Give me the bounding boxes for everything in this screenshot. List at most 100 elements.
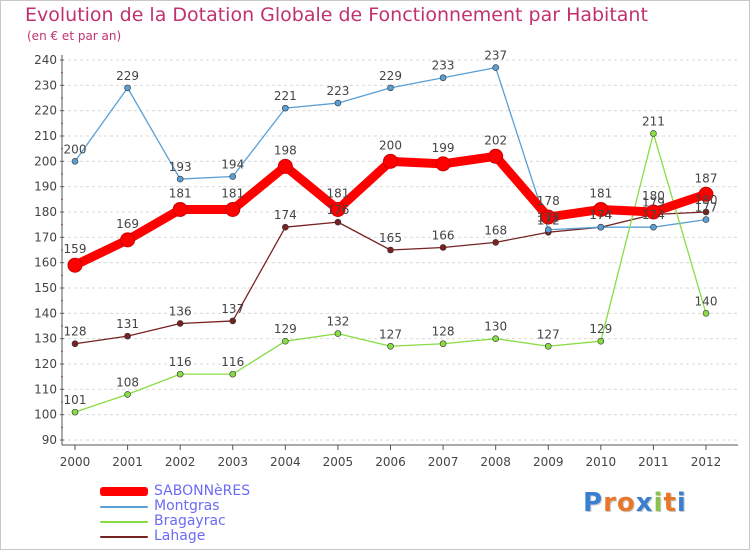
y-tick-label: 210 — [34, 129, 57, 143]
data-point — [439, 340, 447, 348]
data-point — [544, 342, 552, 350]
data-label: 168 — [484, 223, 507, 237]
data-label: 132 — [326, 315, 349, 329]
proxiti-logo: Proxiti — [583, 488, 687, 518]
data-label: 237 — [484, 49, 507, 63]
data-point — [488, 148, 504, 164]
data-label: 127 — [379, 327, 402, 341]
data-point — [225, 201, 241, 217]
data-label: 165 — [379, 231, 402, 245]
data-label: 181 — [589, 186, 612, 200]
data-label: 178 — [537, 194, 560, 208]
x-tick-label: 2007 — [428, 455, 459, 469]
data-label: 199 — [432, 141, 455, 155]
legend-swatch-lahage — [100, 535, 148, 538]
data-label: 202 — [484, 133, 507, 147]
logo-letter: x — [635, 488, 654, 518]
data-label: 193 — [169, 160, 192, 174]
data-point — [439, 244, 447, 251]
data-label: 181 — [326, 186, 349, 200]
data-point — [229, 317, 237, 325]
x-tick-label: 2009 — [533, 455, 564, 469]
data-point — [229, 173, 237, 180]
data-point — [702, 216, 710, 223]
data-label: 129 — [274, 322, 297, 336]
data-point — [176, 370, 184, 378]
data-label: 180 — [642, 189, 665, 203]
data-point — [387, 84, 394, 92]
data-point — [593, 201, 609, 217]
x-tick-label: 2012 — [691, 455, 722, 469]
data-label: 177 — [695, 201, 718, 215]
logo-letter: i — [676, 488, 687, 518]
data-point — [702, 208, 710, 216]
data-label: 187 — [695, 171, 718, 185]
legend-swatch-sabonneres — [100, 487, 148, 496]
legend: SABONNèRES Montgras Bragayrac Lahage — [100, 484, 250, 544]
logo-letter: P — [583, 488, 604, 518]
data-point — [698, 186, 714, 202]
data-label: 128 — [432, 325, 455, 339]
data-point — [387, 246, 394, 254]
data-point — [282, 223, 289, 231]
data-label: 194 — [221, 158, 244, 172]
y-tick-label: 160 — [34, 256, 57, 270]
x-tick-label: 2006 — [375, 455, 406, 469]
data-point — [282, 337, 289, 345]
y-tick-label: 100 — [34, 408, 57, 422]
data-label: 159 — [64, 242, 87, 256]
chart-title: Evolution de la Dotation Globale de Fonc… — [25, 4, 648, 26]
data-label: 172 — [537, 211, 560, 225]
data-label: 172 — [537, 213, 560, 227]
data-point — [282, 104, 289, 112]
logo-letter: i — [653, 488, 664, 518]
y-tick-label: 110 — [34, 382, 57, 396]
data-label: 179 — [642, 196, 665, 210]
data-point — [334, 218, 342, 226]
x-tick-label: 2004 — [270, 455, 301, 469]
data-label: 174 — [642, 208, 665, 222]
data-label: 176 — [326, 203, 349, 217]
x-tick-label: 2003 — [217, 455, 248, 469]
x-tick-label: 2008 — [480, 455, 511, 469]
y-tick-label: 200 — [34, 154, 57, 168]
data-label: 108 — [116, 375, 139, 389]
data-point — [277, 158, 293, 174]
data-label: 233 — [432, 59, 455, 73]
data-point — [124, 84, 131, 92]
logo-letter: o — [616, 488, 636, 518]
data-label: 116 — [169, 355, 192, 369]
data-point — [229, 370, 237, 378]
legend-swatch-montgras — [100, 505, 148, 508]
data-point — [439, 74, 447, 82]
data-label: 174 — [589, 208, 612, 222]
logo-letter: r — [603, 488, 617, 518]
data-label: 180 — [695, 193, 718, 207]
data-point — [597, 337, 605, 345]
x-tick-label: 2005 — [323, 455, 354, 469]
data-label: 174 — [274, 208, 297, 222]
y-tick-label: 180 — [34, 205, 57, 219]
y-tick-label: 130 — [34, 332, 57, 346]
legend-item-lahage: Lahage — [100, 529, 250, 544]
data-label: 229 — [379, 69, 402, 83]
data-point — [435, 156, 451, 172]
data-label: 136 — [169, 304, 192, 318]
data-point — [650, 130, 657, 137]
legend-label-bragayrac: Bragayrac — [154, 513, 226, 529]
y-tick-label: 90 — [42, 433, 57, 447]
legend-swatch-bragayrac — [100, 520, 148, 523]
data-label: 200 — [379, 138, 402, 152]
data-point — [124, 391, 131, 398]
series-line-bragayrac — [74, 132, 707, 413]
data-label: 221 — [274, 89, 297, 103]
data-point — [387, 342, 394, 350]
data-label: 211 — [642, 114, 665, 128]
data-point — [330, 201, 346, 217]
legend-item-montgras: Montgras — [100, 499, 250, 514]
data-label: 127 — [537, 327, 560, 341]
data-point — [544, 226, 552, 234]
y-tick-label: 170 — [34, 230, 57, 244]
data-point — [67, 257, 83, 273]
data-point — [383, 153, 398, 169]
